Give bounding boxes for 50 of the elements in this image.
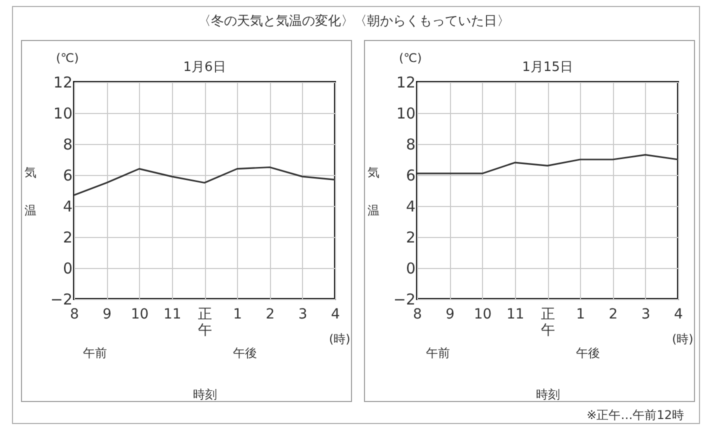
y-tick-label: 2 xyxy=(406,228,416,246)
text: 午後 xyxy=(576,346,600,360)
line-series xyxy=(73,166,336,196)
text: 午前 xyxy=(426,346,450,360)
x-tick-label: 11 xyxy=(506,306,524,322)
x-tick-label: 1 xyxy=(233,306,242,322)
text: (℃) xyxy=(399,51,422,65)
y-tick-label: 8 xyxy=(62,136,72,154)
x-tick-label: 11 xyxy=(163,306,182,322)
x-tick-label: 1 xyxy=(576,306,586,322)
text: 気温 xyxy=(368,166,380,218)
y-tick-label: −2 xyxy=(50,290,72,308)
text: ※正午…午前12時 xyxy=(586,407,684,424)
y-tick-label: 2 xyxy=(62,228,72,246)
x-tick-label: 正午 xyxy=(541,306,555,338)
text: (時) xyxy=(672,332,694,346)
y-tick-label: 0 xyxy=(406,260,416,278)
x-axis-title: 時刻 xyxy=(193,388,217,402)
text: (時) xyxy=(329,332,350,346)
x-tick-label: 3 xyxy=(641,306,650,322)
y-tick-label: 10 xyxy=(53,104,72,122)
x-axis-title: 時刻 xyxy=(536,388,560,402)
y-tick-label: 0 xyxy=(62,260,72,278)
y-tick-label: 4 xyxy=(406,198,416,216)
y-tick-label: 10 xyxy=(396,104,416,122)
y-tick-label: 6 xyxy=(406,166,416,184)
x-tick-label: 3 xyxy=(298,306,308,322)
x-tick-label: 4 xyxy=(331,306,340,322)
y-tick-label: 6 xyxy=(62,166,72,184)
text: 午後 xyxy=(233,346,257,360)
text: 午前 xyxy=(83,346,107,360)
x-tick-label: 9 xyxy=(446,306,455,322)
text: 気温 xyxy=(24,166,36,218)
x-tick-label: 正午 xyxy=(198,306,212,338)
x-tick-label: 10 xyxy=(474,306,492,322)
x-tick-label: 4 xyxy=(674,306,684,322)
line-series xyxy=(416,154,679,174)
chart-title: 1月6日 xyxy=(183,60,226,75)
x-tick-label: 10 xyxy=(130,306,149,322)
text: (℃) xyxy=(56,51,79,65)
y-tick-label: 12 xyxy=(396,74,416,92)
y-tick-label: 8 xyxy=(406,136,416,154)
y-tick-label: 4 xyxy=(62,198,72,216)
x-tick-label: 2 xyxy=(608,306,618,322)
x-tick-label: 9 xyxy=(102,306,112,322)
y-tick-label: −2 xyxy=(393,290,416,308)
x-tick-label: 2 xyxy=(266,306,275,322)
text: 〈冬の天気と気温の変化〉〈朝からくもっていた日〉 xyxy=(197,13,511,30)
chart-title: 1月15日 xyxy=(522,60,573,75)
y-tick-label: 12 xyxy=(53,74,72,92)
